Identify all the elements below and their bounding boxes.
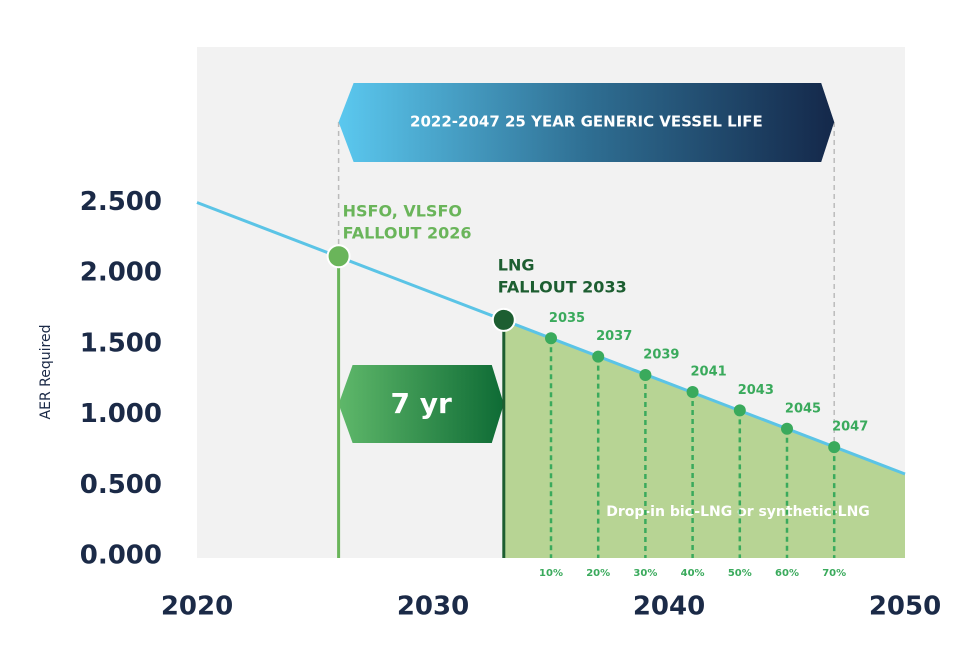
fallout-label: LNG [498, 256, 535, 275]
y-tick-label: 0.500 [80, 470, 162, 500]
fallout-point [326, 244, 351, 269]
milestone-label: 2037 [596, 329, 632, 344]
area-label: Drop-in bio-LNG or synthetic-LNG [606, 504, 870, 520]
gap-arrow [338, 365, 504, 443]
y-tick-label: 2.000 [80, 258, 162, 288]
gap-label: 7 yr [391, 387, 452, 420]
fallout-label: FALLOUT 2033 [498, 278, 627, 297]
x-tick-label: 2020 [161, 592, 233, 622]
milestone-label: 2043 [738, 383, 774, 398]
milestone-point [592, 350, 605, 363]
milestone-point [828, 441, 841, 454]
milestone-label: 2047 [832, 420, 868, 435]
percentage-label: 60% [775, 568, 799, 579]
percentage-label: 20% [586, 568, 610, 579]
percentage-label: 10% [539, 568, 563, 579]
percentage-label: 40% [681, 568, 705, 579]
y-tick-label: 1.500 [80, 328, 162, 358]
milestone-label: 2039 [643, 348, 679, 363]
percentage-label: 50% [728, 568, 752, 579]
milestone-point [545, 332, 557, 345]
banner-arrow [338, 83, 835, 162]
y-axis-label: AER Required [38, 325, 54, 420]
fallout-label: FALLOUT 2026 [343, 224, 472, 243]
milestone-point [781, 422, 793, 435]
banner-label: 2022-2047 25 YEAR GENERIC VESSEL LIFE [410, 113, 763, 131]
milestone-point [686, 385, 699, 398]
x-tick-label: 2040 [633, 592, 705, 622]
milestone-point [639, 369, 652, 382]
percentage-label: 30% [633, 568, 657, 579]
milestone-label: 2041 [691, 364, 727, 379]
milestone-point [733, 404, 746, 417]
fallout-label: HSFO, VLSFO [343, 202, 462, 221]
y-tick-label: 0.000 [80, 541, 162, 571]
shaded-area [503, 320, 905, 558]
y-tick-label: 2.500 [80, 187, 162, 217]
percentage-label: 70% [822, 568, 846, 579]
x-tick-label: 2030 [397, 592, 469, 622]
y-tick-label: 1.000 [80, 399, 162, 429]
milestone-label: 2035 [549, 311, 585, 326]
x-tick-label: 2050 [869, 592, 941, 622]
milestone-label: 2045 [785, 401, 821, 416]
fallout-point [491, 307, 516, 332]
